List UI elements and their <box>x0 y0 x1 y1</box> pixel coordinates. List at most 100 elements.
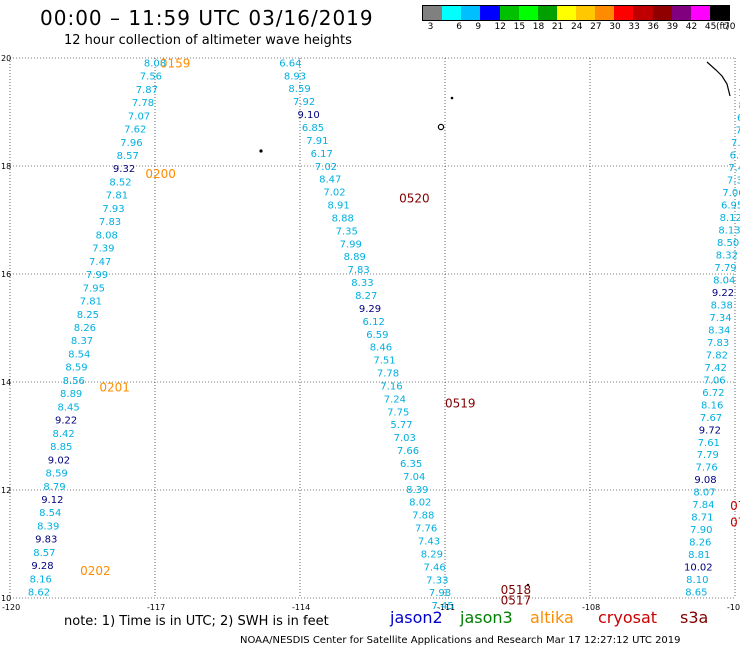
island-clarion <box>259 149 263 153</box>
pass-time-label: 0202 <box>80 564 111 578</box>
colorbar-label: 12 <box>494 22 506 32</box>
coastline-and-islands <box>259 61 731 587</box>
swh-value: 8.08 <box>144 58 166 69</box>
colorbar-swatch <box>595 6 615 20</box>
swh-value: 6.85 <box>302 123 324 134</box>
swh-value: 6.72 <box>702 388 724 399</box>
pass-time-label: 07 <box>730 499 740 513</box>
swh-value: 9.72 <box>699 425 721 436</box>
swh-value: 8.12 <box>720 213 740 224</box>
colorbar-swatch <box>461 6 481 20</box>
legend-cryosat: cryosat <box>598 608 658 627</box>
swh-value: 6.95 <box>721 200 740 211</box>
swh-value: 5.77 <box>390 420 412 431</box>
colorbar-label: (ft) <box>716 22 730 32</box>
credit-text: NOAA/NESDIS Center for Satellite Applica… <box>240 635 681 646</box>
colorbar-swatch <box>709 6 729 20</box>
colorbar-swatch <box>556 6 576 20</box>
pass-time-label: 0519 <box>445 397 476 411</box>
y-tick-label: 14 <box>1 378 11 387</box>
x-tick-label: -105 <box>727 603 740 612</box>
swh-value: 8.91 <box>327 201 349 212</box>
colorbar-swatch <box>423 6 443 20</box>
swh-value: 8.56 <box>63 376 85 387</box>
swh-value: 7.79 <box>714 263 736 274</box>
swh-value: 7.95 <box>83 283 105 294</box>
swh-value: 8. <box>738 101 740 112</box>
swh-value: 8.57 <box>117 151 139 162</box>
swh-value: 9.22 <box>712 288 734 299</box>
note-text: note: 1) Time is in UTC; 2) SWH is in fe… <box>64 614 329 629</box>
pass-time-label: 07 <box>730 515 740 529</box>
x-tick-label: -108 <box>582 603 600 612</box>
x-tick-label: -111 <box>437 603 455 612</box>
colorbar-label: 45 <box>704 22 717 32</box>
colorbar-labels: 3 6 9 12 15 18 21 24 27 30 33 36 39 42 45 70 (ft) <box>422 22 736 34</box>
colorbar-swatch <box>690 6 710 20</box>
swh-value: 9.28 <box>31 561 53 572</box>
swh-value: 8.10 <box>686 575 708 586</box>
swh-value: 6.12 <box>363 317 385 328</box>
swh-value: 7.99 <box>340 239 362 250</box>
swh-value: 8.38 <box>711 300 733 311</box>
swh-value: 9.10 <box>297 110 319 121</box>
swh-value: 9.83 <box>35 535 57 546</box>
swh-value: 8.59 <box>65 363 87 374</box>
pass-time-label: 0518 <box>501 583 532 597</box>
swh-value: 8.02 <box>409 498 431 509</box>
swh-value: 8.62 <box>28 588 50 599</box>
swh-value: 8.47 <box>319 175 341 186</box>
swh-value: 8.13 <box>718 225 740 236</box>
swh-value: 6.9 <box>730 151 740 162</box>
swh-value: 7.66 <box>397 446 419 457</box>
pass-time-label: 0200 <box>145 167 176 181</box>
colorbar-swatch <box>671 6 691 20</box>
swh-value: 8.46 <box>370 343 392 354</box>
y-tick-label: 20 <box>1 54 11 63</box>
colorbar-label: 15 <box>513 22 526 32</box>
legend-altika: altika <box>530 608 574 627</box>
y-tick-label: 10 <box>1 594 11 603</box>
swh-value: 8.37 <box>71 336 93 347</box>
legend-s3a: s3a <box>680 608 709 627</box>
pass-time-label: 0517 <box>501 594 532 608</box>
swh-value: 8.16 <box>701 400 723 411</box>
swh-value: 6.64 <box>279 58 301 69</box>
colorbar-label: 70 <box>724 22 736 32</box>
colorbar-label: 21 <box>551 22 564 32</box>
colorbar-swatch <box>537 6 557 20</box>
y-tick-label: 12 <box>1 486 11 495</box>
swh-value: 7.39 <box>92 244 114 255</box>
colorbar-swatch <box>576 6 596 20</box>
swh-value: 7.76 <box>415 524 437 535</box>
colorbar-swatch <box>499 6 519 20</box>
swh-value: 8.89 <box>344 252 366 263</box>
map-subtitle: 12 hour collection of altimeter wave hei… <box>64 33 352 48</box>
colorbar-label: 9 <box>475 22 482 32</box>
colorbar-label: 24 <box>571 22 583 32</box>
swh-value: 8.57 <box>33 548 55 559</box>
swh-value: 7.42 <box>705 363 727 374</box>
swh-value: 8.81 <box>688 550 710 561</box>
colorbar-label: 27 <box>590 22 602 32</box>
swh-value: 8.26 <box>74 323 96 334</box>
swh-value: 8.07 <box>693 488 715 499</box>
swh-value: 8.52 <box>109 177 131 188</box>
swh-value: 8.65 <box>685 588 707 599</box>
swh-value: 8.25 <box>77 310 99 321</box>
colorbar-swatch <box>652 6 672 20</box>
swh-value: 7.83 <box>99 217 121 228</box>
swh-value: 8.39 <box>37 521 59 532</box>
swh-value: 6.17 <box>311 149 333 160</box>
swh-value: 6.59 <box>366 330 388 341</box>
swh-value: 7.98 <box>429 588 451 599</box>
swh-value: 11 <box>738 88 740 99</box>
swh-value: 7.84 <box>692 500 714 511</box>
swh-value: 7.87 <box>136 85 158 96</box>
swh-value: 7.61 <box>698 438 720 449</box>
island-san-benedicto <box>450 96 454 100</box>
swh-value: 8.45 <box>57 402 79 413</box>
swh-value: 10.02 <box>684 563 713 574</box>
